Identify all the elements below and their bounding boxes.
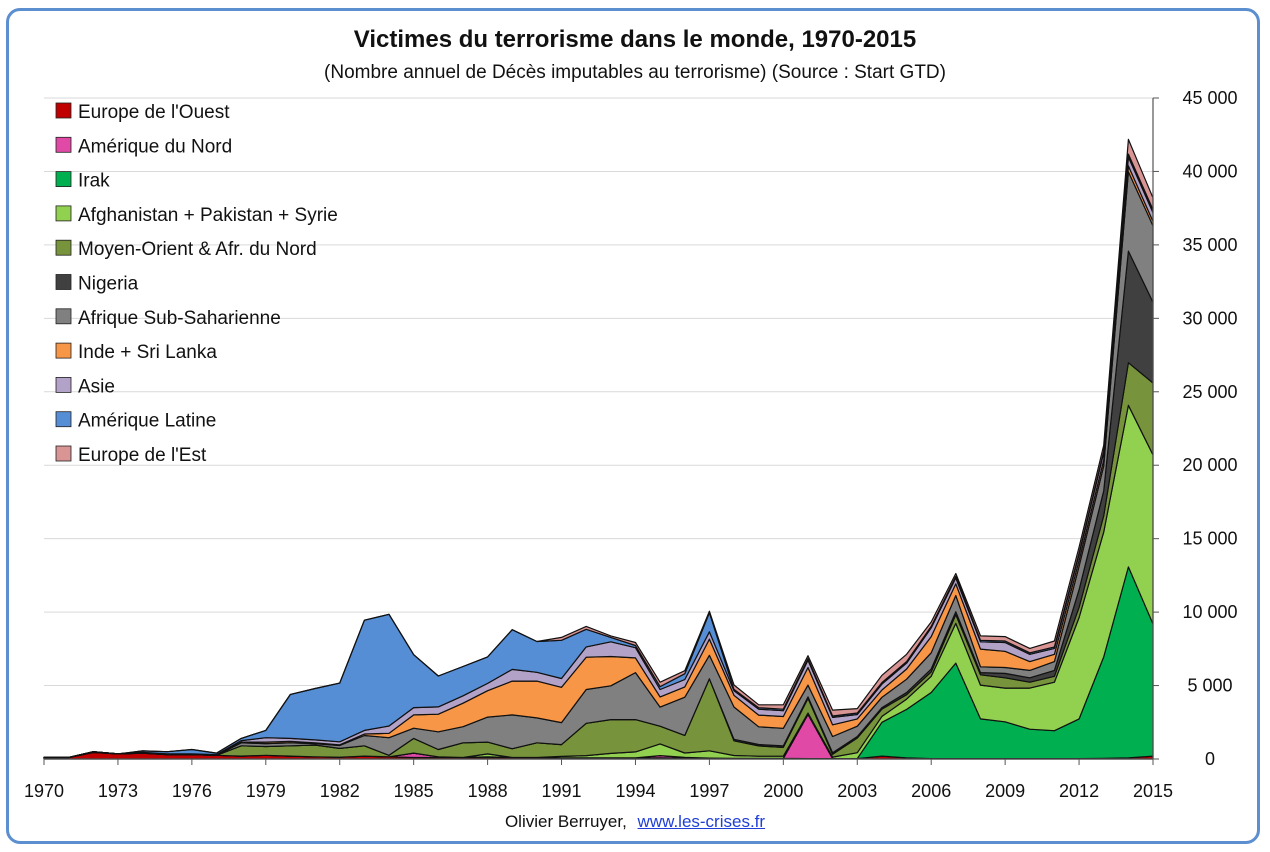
y-tick-label: 45 000 [1182,88,1237,108]
x-tick-label: 2006 [911,781,951,801]
legend-label: Nigeria [78,274,139,295]
gridlines [44,97,1153,760]
credit-author: Olivier Berruyer, [504,812,627,831]
legend-label: Moyen-Orient & Afr. du Nord [78,239,317,260]
y-tick-label: 20 000 [1182,455,1237,475]
legend-swatch [55,171,72,188]
legend-swatch [55,239,72,256]
credit-line: Olivier Berruyer, www.les-crises.fr [0,812,1270,832]
legend-swatch [55,308,72,325]
legend-label: Afghanistan + Pakistan + Syrie [78,205,338,226]
y-tick-label: 30 000 [1182,308,1237,328]
legend-swatch [55,102,72,119]
x-tick-label: 1988 [468,781,508,801]
y-tick-label: 25 000 [1182,382,1237,402]
y-tick-label: 35 000 [1182,235,1237,255]
legend-label: Asie [78,376,115,397]
x-tick-label: 2003 [837,781,877,801]
axes: 0 5 000 10 000 15 000 20 000 25 000 30 000 35 0… [24,88,1238,801]
legend-swatch [55,342,72,359]
x-tick-label: 1994 [615,781,655,801]
legend-label: Inde + Sri Lanka [78,342,217,363]
y-tick-label: 10 000 [1182,602,1237,622]
legend: Europe de l'Ouest Amérique du Nord Irak Afg… [55,102,338,466]
legend-label: Amérique Latine [78,411,216,432]
chart-subtitle: (Nombre annuel de Décès imputables au te… [324,62,946,83]
x-tick-label: 1982 [320,781,360,801]
x-tick-label: 2000 [763,781,803,801]
x-tick-label: 1985 [394,781,434,801]
legend-swatch [55,411,72,428]
x-tick-label: 1997 [689,781,729,801]
credit-link[interactable]: www.les-crises.fr [637,812,766,831]
y-tick-label: 0 [1205,749,1215,769]
legend-label: Irak [78,171,110,192]
legend-swatch [55,205,72,222]
chart-title: Victimes du terrorisme dans le monde, 19… [353,26,917,53]
legend-label: Europe de l'Ouest [78,102,230,123]
legend-swatch [55,136,72,153]
x-tick-label: 1991 [542,781,582,801]
x-tick-label: 2009 [985,781,1025,801]
y-tick-label: 5 000 [1187,676,1232,696]
x-tick-label: 1970 [24,781,64,801]
legend-swatch [55,445,72,462]
x-tick-label: 1976 [172,781,212,801]
x-tick-label: 2012 [1059,781,1099,801]
legend-label: Amérique du Nord [78,136,232,157]
x-tick-label: 2015 [1133,781,1173,801]
legend-swatch [55,274,72,290]
legend-swatch [55,376,72,393]
area-series [43,138,1154,760]
y-tick-label: 15 000 [1182,529,1237,549]
x-tick-label: 1979 [246,781,286,801]
x-tick-label: 1973 [98,781,138,801]
legend-label: Europe de l'Est [78,445,207,466]
y-tick-label: 40 000 [1182,161,1237,181]
legend-label: Afrique Sub-Saharienne [78,308,281,329]
